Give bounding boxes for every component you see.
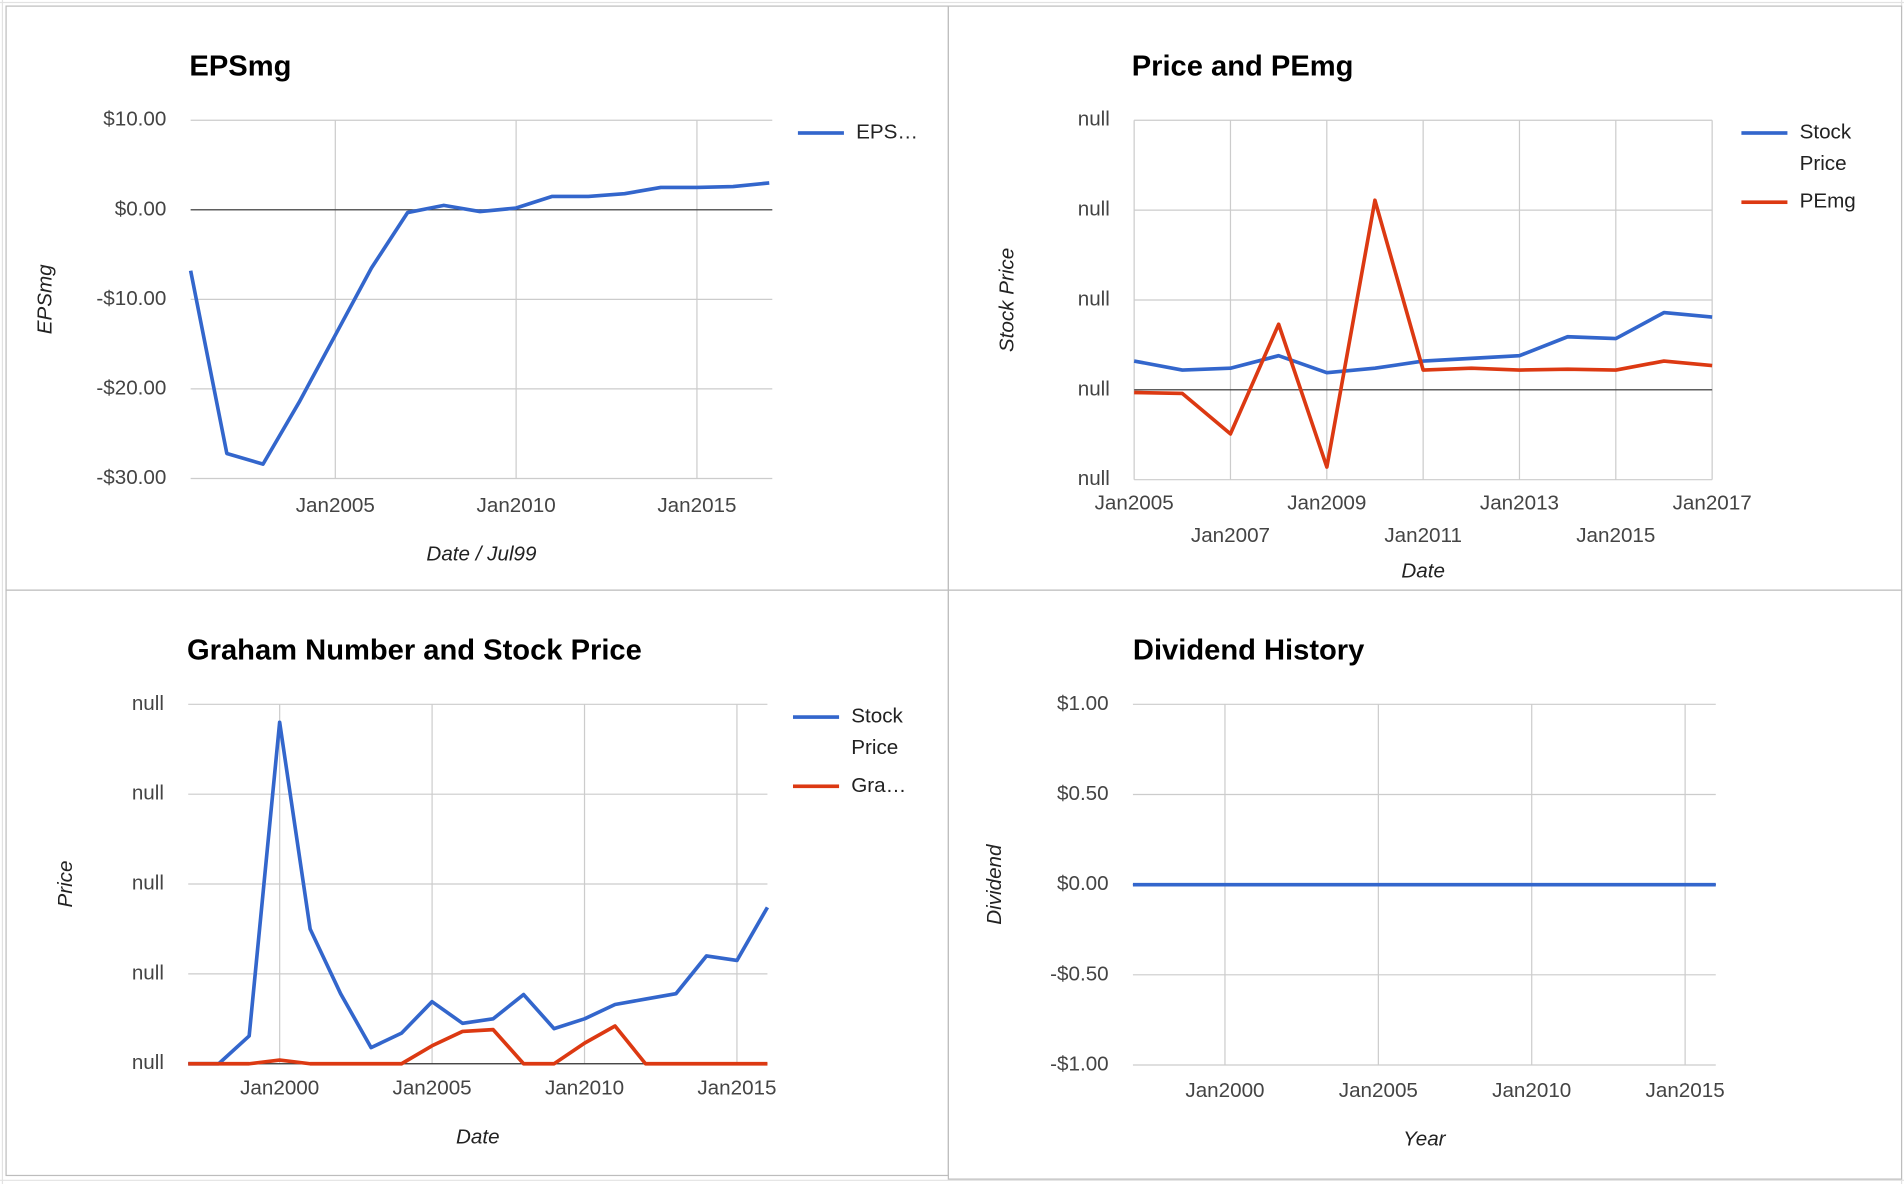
y-tick-label: null [132,1051,164,1074]
legend-label: PEmg [1799,189,1856,213]
panel [5,5,949,591]
x-tick-label: Jan2005 [1095,491,1174,514]
y-tick-label: -$10.00 [96,287,166,310]
legend-label: Stock Price [851,704,903,759]
legend-entry: Gra… [792,770,951,802]
y-axis-label: EPSmg [34,264,57,334]
legend-label: Stock Price [1799,120,1852,175]
x-axis-label: Date [1401,559,1445,582]
series-line [188,181,770,466]
chart-title: Dividend History [1133,634,1365,666]
legend: EPS… [797,117,956,149]
y-tick-label: $0.50 [1057,782,1109,805]
legend-swatch [797,131,844,135]
x-tick-label: Jan2015 [1646,1079,1725,1102]
x-axis-label: Date [456,1125,500,1148]
x-tick-label: Jan2017 [1673,491,1752,514]
series-line [1134,198,1713,469]
chart-title: EPSmg [189,50,291,82]
x-tick-label: Jan2015 [1576,524,1655,547]
y-tick-label: null [132,961,164,984]
y-tick-label: $0.00 [1057,872,1109,895]
y-tick-label: -$20.00 [96,376,166,399]
x-tick-label: Jan2007 [1191,524,1270,547]
x-tick-label: Jan2013 [1480,491,1559,514]
legend-box: Stock Price Gra… [792,701,951,802]
y-tick-label: null [132,871,164,894]
chart-title: Graham Number and Stock Price [187,634,642,666]
x-tick-label: Jan2010 [545,1077,624,1100]
legend-swatch [792,784,840,789]
y-tick-label: null [1078,198,1110,221]
y-tick-label: null [1078,377,1110,400]
x-tick-label: Jan2010 [477,494,556,517]
y-tick-label: null [132,692,164,715]
legend-entry: Stock Price [1741,117,1899,180]
legend-swatch [1741,200,1788,205]
legend: Stock Price Gra… [792,701,951,802]
legend-label: EPS… [856,120,919,144]
y-tick-label: null [132,782,164,805]
y-tick-label: null [1078,467,1110,490]
legend-label: Gra… [851,773,907,797]
y-tick-label: -$0.50 [1050,962,1108,985]
legend-box: Stock Price PEmg [1741,117,1899,218]
y-tick-label: -$1.00 [1050,1052,1108,1075]
panel [5,589,949,1177]
x-tick-label: Jan2015 [657,494,736,517]
x-tick-label: Jan2009 [1287,491,1366,514]
chart-title: Price and PEmg [1132,50,1354,82]
x-tick-label: Jan2015 [697,1077,776,1100]
y-axis-label: Stock Price [995,248,1018,352]
legend-entry: PEmg [1741,186,1899,218]
x-tick-label: Jan2011 [1384,524,1462,547]
x-tick-label: Jan2005 [1339,1079,1418,1102]
y-axis-label: Dividend [983,843,1006,925]
series-line [1133,310,1713,375]
series-line [188,1024,768,1066]
y-tick-label: null [1078,108,1110,131]
series-line [188,720,770,1066]
y-tick-label: -$30.00 [96,466,166,489]
y-tick-label: $1.00 [1057,692,1109,715]
legend-entry: EPS… [797,117,956,149]
x-tick-label: Jan2005 [296,494,375,517]
legend-box: EPS… [797,117,956,149]
x-tick-label: Jan2010 [1492,1079,1571,1102]
legend-swatch [792,715,840,719]
x-axis-label: Year [1403,1128,1447,1151]
x-tick-label: Jan2000 [1185,1079,1264,1102]
legend: Stock Price PEmg [1741,117,1899,218]
x-axis-label: Date / Jul99 [426,542,537,565]
y-tick-label: null [1078,287,1110,310]
y-tick-label: $10.00 [103,108,166,131]
x-tick-label: Jan2000 [240,1077,319,1100]
legend-entry: Stock Price [792,701,951,764]
legend-swatch [1741,131,1788,135]
x-tick-label: Jan2005 [393,1077,472,1100]
y-tick-label: $0.00 [115,197,167,220]
y-axis-label: Price [54,861,77,908]
